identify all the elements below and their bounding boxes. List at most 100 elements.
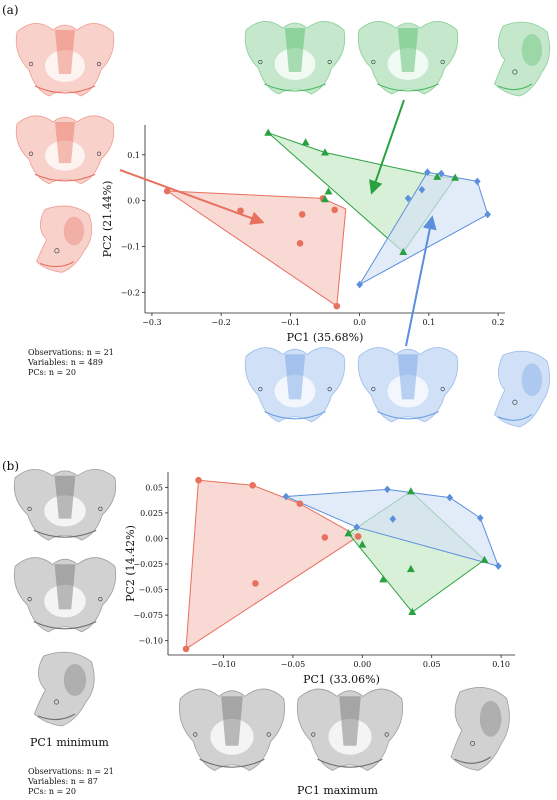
chart-b-point-diamond-6 bbox=[353, 523, 361, 532]
green-pelvis-front-b bbox=[357, 21, 459, 95]
chart-b-point-triangle-5 bbox=[406, 564, 415, 573]
chart-a-x-tick-label-2: −0.1 bbox=[281, 318, 300, 327]
chart-b-y-tick-label-6: −0.10 bbox=[138, 637, 163, 646]
grey-pelvis-front-mid bbox=[13, 557, 117, 633]
chart-b-point-triangle-0 bbox=[344, 529, 353, 537]
info-b-observations: Observations: n = 21 bbox=[28, 767, 114, 776]
chart-b-point-circle-5 bbox=[252, 580, 259, 587]
chart-b-x-axis-label: PC1 (33.06%) bbox=[303, 673, 380, 686]
chart-a-point-diamond-4 bbox=[484, 210, 491, 219]
chart-a: −0.3 −0.2 −0.1 0.0 0.1 0.2 0.1 0.0 −0.1 −0.2 PC1 (… bbox=[101, 125, 505, 344]
info-a-pcs: PCs: n = 20 bbox=[28, 368, 76, 377]
chart-a-point-triangle-1 bbox=[301, 138, 310, 146]
info-b-variables: Variables: n = 87 bbox=[28, 777, 98, 786]
chart-b-y-tick-label-5: −0.075 bbox=[133, 611, 163, 620]
chart-a-point-triangle-7 bbox=[451, 173, 460, 181]
chart-b-point-diamond-1 bbox=[384, 485, 391, 494]
chart-a-x-tick-label-5: 0.2 bbox=[492, 318, 505, 327]
chart-a-point-circle-3 bbox=[296, 240, 304, 247]
chart-b-x-tick-label-3: 0.05 bbox=[423, 660, 441, 669]
chart-a-hull-circle bbox=[166, 190, 347, 307]
chart-b-point-circle-1 bbox=[249, 481, 256, 489]
chart-b-point-circle-3 bbox=[321, 534, 329, 541]
chart-b-y-axis-label: PC2 (14.42%) bbox=[124, 525, 137, 602]
pelvis-mesh-illustrations bbox=[13, 21, 551, 771]
chart-a-x-tick-label-3: 0.0 bbox=[353, 318, 366, 327]
pc-arrows bbox=[119, 99, 437, 347]
chart-b-point-circle-4 bbox=[354, 533, 362, 540]
chart-a-point-circle-0 bbox=[163, 187, 171, 195]
chart-a-point-triangle-3 bbox=[324, 187, 333, 195]
chart-b-y-tick-label-4: −0.05 bbox=[138, 586, 163, 595]
chart-a-x-tick-label-0: −0.3 bbox=[142, 318, 161, 327]
chart-b-y-tick-label-2: 0.00 bbox=[145, 534, 163, 543]
chart-a-point-triangle-4 bbox=[321, 195, 329, 203]
chart-a-y-tick-label-2: −0.1 bbox=[121, 243, 140, 252]
chart-a-point-diamond-6 bbox=[404, 194, 412, 203]
grey-pelvis-side bbox=[33, 651, 95, 727]
chart-a-point-circle-5 bbox=[331, 206, 338, 214]
chart-a-point-circle-2 bbox=[298, 211, 306, 218]
blue-pelvis-side bbox=[494, 350, 551, 428]
chart-a-y-tick-label-3: −0.2 bbox=[121, 288, 140, 297]
grey-pelvis-front-top bbox=[13, 469, 117, 541]
panel-b-label: (b) bbox=[2, 459, 19, 473]
chart-b-point-circle-2 bbox=[296, 500, 304, 507]
chart-b-x-tick-label-2: 0.00 bbox=[353, 660, 371, 669]
chart-a-x-tick-label-4: 0.1 bbox=[422, 318, 435, 327]
chart-b-x-tick-label-0: −0.10 bbox=[211, 660, 236, 669]
chart-b-point-circle-6 bbox=[182, 645, 190, 653]
chart-a-y-axis-label: PC2 (21.44%) bbox=[101, 181, 114, 258]
blue-arrow bbox=[405, 215, 437, 347]
grey-pelvis-front-max-b bbox=[296, 688, 404, 771]
chart-b-point-triangle-3 bbox=[408, 607, 417, 616]
chart-b-y-tick-label-0: 0.05 bbox=[145, 483, 163, 492]
chart-b-point-diamond-3 bbox=[477, 514, 484, 522]
info-a-observations: Observations: n = 21 bbox=[28, 348, 114, 357]
chart-a-point-triangle-5 bbox=[399, 247, 408, 256]
info-b-pcs: PCs: n = 20 bbox=[28, 787, 76, 796]
chart-b-point-diamond-2 bbox=[446, 493, 454, 502]
chart-a-point-triangle-2 bbox=[321, 148, 329, 156]
blue-pelvis-front-b bbox=[357, 347, 459, 423]
green-arrow bbox=[369, 99, 405, 195]
chart-b-point-triangle-6 bbox=[358, 540, 367, 548]
chart-a-point-circle-1 bbox=[237, 207, 244, 215]
chart-b-y-tick-label-1: 0.025 bbox=[140, 509, 163, 518]
chart-a-x-tick-label-1: −0.2 bbox=[211, 318, 230, 327]
info-a: Observations: n = 21 Variables: n = 489 … bbox=[28, 348, 114, 378]
blue-pelvis-front-a bbox=[244, 347, 346, 423]
panel-a-label: (a) bbox=[2, 3, 19, 17]
red-pelvis-front-top bbox=[15, 23, 115, 97]
green-pelvis-front-a bbox=[244, 21, 346, 95]
chart-a-point-diamond-5 bbox=[418, 185, 426, 194]
chart-b-point-triangle-1 bbox=[406, 487, 415, 495]
chart-b-point-circle-0 bbox=[195, 476, 202, 484]
chart-a-point-diamond-2 bbox=[438, 169, 445, 178]
chart-b-point-triangle-4 bbox=[379, 575, 388, 583]
red-pelvis-front-mid bbox=[15, 115, 115, 185]
chart-a-y-tick-label-0: 0.1 bbox=[127, 151, 140, 160]
chart-b-hull-circle bbox=[185, 479, 359, 650]
chart-b-point-diamond-0 bbox=[282, 492, 290, 501]
chart-b-point-diamond-5 bbox=[389, 515, 397, 523]
chart-a-point-triangle-0 bbox=[264, 128, 273, 136]
chart-b-point-diamond-4 bbox=[495, 562, 502, 570]
info-a-variables: Variables: n = 489 bbox=[28, 358, 103, 367]
chart-a-x-axis-label: PC1 (35.68%) bbox=[287, 331, 364, 344]
red-arrow bbox=[119, 169, 265, 225]
red-pelvis-side bbox=[36, 205, 93, 273]
grey-pelvis-side-max bbox=[450, 687, 510, 771]
caption-pc1-minimum: PC1 minimum bbox=[30, 736, 109, 749]
chart-a-point-diamond-0 bbox=[356, 280, 363, 289]
grey-pelvis-front-max-a bbox=[178, 688, 286, 771]
info-b: Observations: n = 21 Variables: n = 87 P… bbox=[28, 767, 114, 797]
chart-a-point-circle-6 bbox=[333, 302, 341, 310]
chart-a-point-diamond-1 bbox=[424, 168, 431, 177]
chart-a-point-triangle-6 bbox=[433, 172, 442, 180]
caption-pc1-maximum: PC1 maximum bbox=[297, 784, 378, 797]
chart-b-x-tick-label-1: −0.05 bbox=[281, 660, 306, 669]
chart-b-y-tick-label-3: −0.025 bbox=[133, 560, 163, 569]
chart-b: −0.10 −0.05 0.00 0.05 0.10 0.05 0.025 0.00 −0.02… bbox=[124, 472, 515, 686]
